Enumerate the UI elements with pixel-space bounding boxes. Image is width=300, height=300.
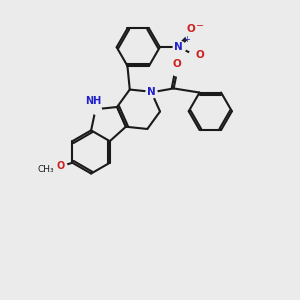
Text: O: O — [173, 59, 182, 69]
Text: O: O — [57, 161, 65, 171]
Text: N: N — [147, 87, 156, 97]
Text: N: N — [175, 42, 183, 52]
Text: O: O — [186, 24, 195, 34]
Text: +: + — [183, 35, 190, 44]
Text: NH: NH — [85, 96, 102, 106]
Text: −: − — [196, 21, 204, 32]
Text: CH₃: CH₃ — [37, 165, 54, 174]
Text: O: O — [196, 50, 205, 60]
